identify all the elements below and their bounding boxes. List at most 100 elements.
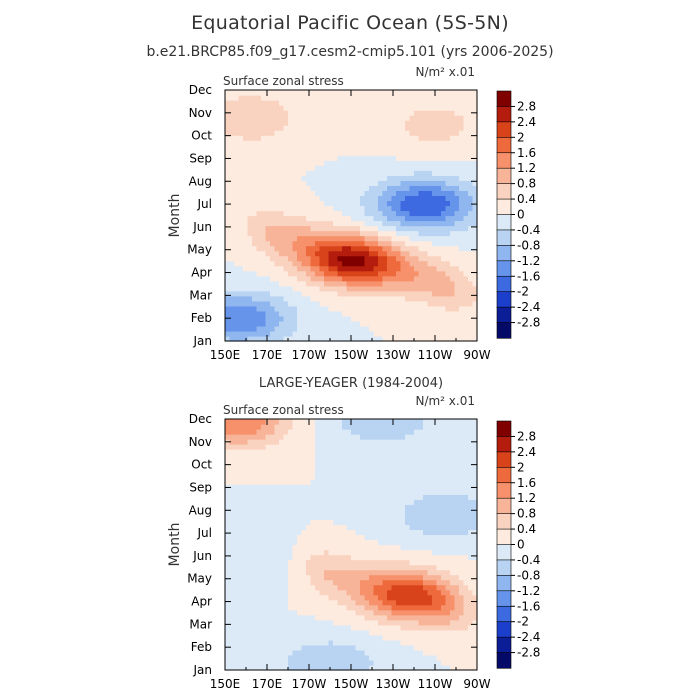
heatmap-cell <box>274 499 280 505</box>
heatmap-cell <box>319 285 325 292</box>
heatmap-cell <box>261 305 267 312</box>
heatmap-cell <box>387 654 393 661</box>
heatmap-cell <box>301 260 307 267</box>
heatmap-cell <box>234 454 240 460</box>
heatmap-cell <box>310 539 316 546</box>
heatmap-cell <box>400 175 406 181</box>
heatmap-cell <box>342 335 348 342</box>
heatmap-cell <box>292 474 298 480</box>
heatmap-cell <box>387 664 393 671</box>
heatmap-cell <box>346 175 352 181</box>
heatmap-cell <box>270 524 276 531</box>
heatmap-cell <box>382 519 388 526</box>
heatmap-cell <box>261 290 267 297</box>
heatmap-cell <box>261 449 267 455</box>
heatmap-cell <box>418 190 424 197</box>
heatmap-cell <box>333 599 339 606</box>
heatmap-cell <box>252 504 258 510</box>
heatmap-cell <box>238 280 244 287</box>
heatmap-cell <box>315 135 321 141</box>
heatmap-cell <box>292 469 298 475</box>
heatmap-cell <box>301 654 307 661</box>
heatmap-cell <box>423 145 429 151</box>
heatmap-cell <box>378 120 384 126</box>
heatmap-cell <box>405 245 411 252</box>
heatmap-cell <box>288 609 294 616</box>
heatmap-cell <box>301 190 307 197</box>
heatmap-cell <box>396 464 402 470</box>
heatmap-cell <box>306 240 312 247</box>
heatmap-cell <box>351 564 357 571</box>
heatmap-cell <box>373 255 379 262</box>
heatmap-cell <box>261 110 267 116</box>
heatmap-cell <box>391 519 397 526</box>
heatmap-cell <box>319 564 325 571</box>
heatmap-cell <box>238 150 244 156</box>
heatmap-cell <box>360 220 366 227</box>
heatmap-cell <box>306 519 312 526</box>
heatmap-cell <box>279 180 285 186</box>
heatmap-cell <box>261 265 267 272</box>
heatmap-cell <box>418 235 424 242</box>
heatmap-cell <box>342 649 348 656</box>
heatmap-cell <box>270 140 276 146</box>
heatmap-cell <box>306 320 312 327</box>
heatmap-cell <box>346 434 352 440</box>
heatmap-cell <box>252 300 258 307</box>
y-tick-label: Jul <box>197 197 212 211</box>
heatmap-cell <box>265 539 271 546</box>
heatmap-cell <box>342 534 348 541</box>
heatmap-cell <box>288 270 294 277</box>
heatmap-cell <box>315 110 321 116</box>
heatmap-cell <box>301 579 307 586</box>
heatmap-cell <box>297 454 303 460</box>
heatmap-cell <box>234 205 240 212</box>
heatmap-cell <box>247 439 253 445</box>
heatmap-cell <box>382 120 388 126</box>
heatmap-cell <box>423 205 429 212</box>
heatmap-cell <box>378 205 384 212</box>
heatmap-cell <box>423 160 429 166</box>
heatmap-cell <box>378 220 384 227</box>
heatmap-cell <box>247 604 253 611</box>
heatmap-cell <box>346 549 352 556</box>
heatmap-cell <box>252 125 258 131</box>
heatmap-cell <box>450 335 456 342</box>
heatmap-cell <box>387 629 393 636</box>
heatmap-cell <box>454 275 460 282</box>
heatmap-cell <box>328 459 334 465</box>
heatmap-cell <box>328 494 334 500</box>
heatmap-cell <box>292 335 298 342</box>
colorbar-label: -0.8 <box>517 238 540 252</box>
heatmap-cell <box>333 634 339 641</box>
heatmap-cell <box>319 609 325 616</box>
heatmap-cell <box>333 180 339 186</box>
heatmap-cell <box>333 579 339 586</box>
heatmap-cell <box>454 175 460 181</box>
heatmap-cell <box>324 175 330 181</box>
heatmap-cell <box>450 310 456 317</box>
heatmap-cell <box>387 180 393 186</box>
heatmap-cell <box>229 265 235 272</box>
heatmap-cell <box>256 285 262 292</box>
heatmap-cell <box>225 579 231 586</box>
heatmap-cell <box>247 544 253 551</box>
heatmap-cell <box>378 654 384 661</box>
heatmap-cell <box>274 165 280 171</box>
heatmap-cell <box>234 449 240 455</box>
heatmap-cell <box>310 474 316 480</box>
heatmap-cell <box>319 439 325 445</box>
heatmap-cell <box>382 579 388 586</box>
heatmap-cell <box>225 135 231 141</box>
heatmap-cell <box>432 160 438 166</box>
heatmap-cell <box>261 569 267 576</box>
heatmap-cell <box>283 609 289 616</box>
heatmap-cell <box>364 260 370 267</box>
heatmap-cell <box>472 305 478 312</box>
heatmap-cell <box>364 579 370 586</box>
heatmap-cell <box>355 215 361 222</box>
heatmap-cell <box>364 265 370 272</box>
heatmap-cell <box>351 165 357 171</box>
heatmap-cell <box>355 449 361 455</box>
heatmap-cell <box>378 494 384 500</box>
